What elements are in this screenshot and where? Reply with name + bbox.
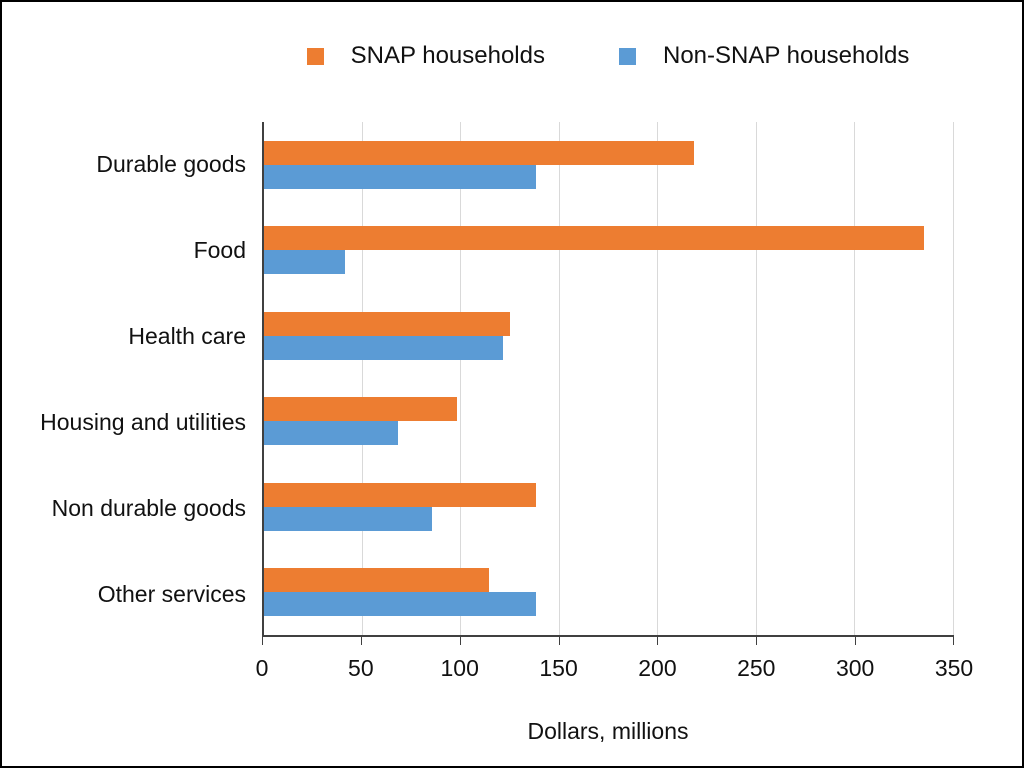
x-tick-150 [558,635,560,645]
x-tick-0 [262,635,263,645]
bar-non-snap-households-4 [264,506,432,531]
x-tick-100 [459,635,461,645]
bar-snap-households-4 [264,482,537,507]
category-label-5: Other services [97,580,246,607]
plot-area [262,122,954,637]
legend-item-non-snap: Non-SNAP households [618,42,910,69]
gridline-50 [361,122,363,635]
gridline-100 [460,122,462,635]
legend-label-snap: SNAP households [350,42,545,69]
bar-group-4 [264,464,954,550]
bar-snap-households-5 [264,568,489,593]
bar-non-snap-households-2 [264,335,503,360]
x-axis-title: Dollars, millions [527,718,689,744]
x-tick-label-250: 250 [737,655,776,681]
x-tick-350 [953,635,954,645]
snap-color-swatch-icon [306,47,324,65]
x-axis-ticks [262,635,954,645]
gridline-200 [657,122,659,635]
non-snap-color-swatch-icon [618,47,636,65]
x-tick-label-200: 200 [638,655,677,681]
bar-group-1 [264,208,954,294]
bar-non-snap-households-5 [264,592,537,617]
legend-item-snap: SNAP households [306,42,545,69]
category-label-1: Food [193,237,246,264]
gridline-250 [755,122,757,635]
bar-snap-households-1 [264,226,925,251]
bar-non-snap-households-3 [264,421,399,446]
bar-group-3 [264,379,954,465]
x-tick-label-50: 50 [348,655,374,681]
bar-snap-households-0 [264,140,694,165]
gridline-150 [558,122,560,635]
legend-label-non-snap: Non-SNAP households [662,42,910,69]
bar-non-snap-households-0 [264,164,537,189]
y-axis-category-labels: Durable goods Food Health care Housing and … [2,122,246,637]
bar-snap-households-2 [264,311,511,336]
x-tick-250 [756,635,758,645]
bar-rows [264,122,954,635]
x-axis-tick-labels: 0 50 100 150 200 250 300 350 [256,654,974,682]
x-tick-label-300: 300 [835,655,875,681]
x-tick-200 [657,635,659,645]
bar-group-0 [264,122,954,208]
x-tick-label-100: 100 [440,655,479,681]
category-label-2: Health care [128,323,246,350]
gridline-300 [854,122,856,635]
x-tick-50 [360,635,362,645]
bar-non-snap-households-1 [264,250,345,275]
x-tick-300 [855,635,857,645]
x-tick-label-0: 0 [255,655,269,681]
gridline-350 [953,122,954,635]
chart-legend: SNAP households Non-SNAP households [262,44,954,68]
category-label-0: Durable goods [96,151,246,178]
bar-group-5 [264,550,954,636]
category-label-3: Housing and utilities [40,408,246,435]
bar-snap-households-3 [264,397,458,422]
x-tick-label-150: 150 [539,655,578,681]
category-label-4: Non durable goods [51,494,246,521]
bar-group-2 [264,293,954,379]
x-tick-label-350: 350 [934,655,974,681]
